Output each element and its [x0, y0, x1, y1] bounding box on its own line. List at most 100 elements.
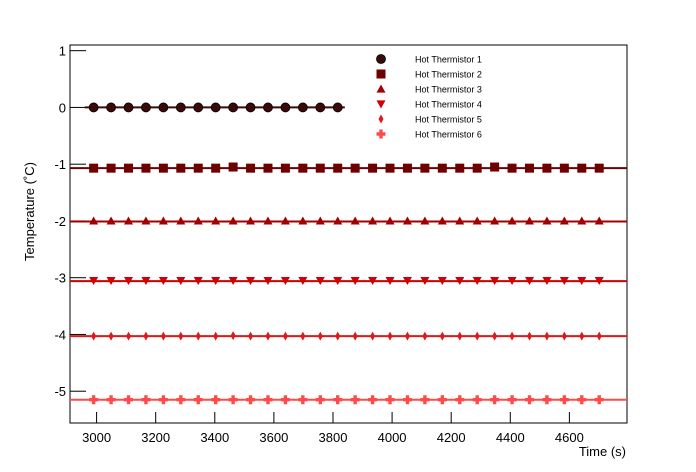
data-point [282, 331, 288, 341]
data-point [280, 276, 290, 286]
data-point [439, 331, 445, 341]
data-point [124, 395, 134, 405]
data-point [577, 276, 587, 286]
data-point [246, 395, 256, 405]
data-point [176, 395, 186, 405]
data-point [402, 216, 412, 225]
data-point [490, 276, 500, 286]
data-point [280, 163, 290, 173]
data-point [158, 395, 168, 405]
data-point [124, 163, 134, 173]
data-point [594, 276, 604, 286]
data-point [213, 331, 219, 341]
data-point [176, 163, 186, 173]
data-point [490, 395, 500, 405]
legend-label: Hot Thermistor 6 [415, 130, 482, 140]
data-point [387, 331, 393, 341]
plot-frame [69, 44, 628, 424]
data-point [507, 163, 517, 173]
data-point [577, 216, 587, 225]
data-point [350, 163, 360, 173]
data-point [561, 331, 567, 341]
data-point [317, 331, 323, 341]
data-point [333, 163, 343, 173]
data-point [158, 276, 168, 286]
data-point [559, 216, 569, 225]
data-point [176, 276, 186, 286]
x-tick-label: 4200 [437, 430, 466, 445]
data-point [577, 163, 587, 173]
data-point [106, 163, 116, 173]
x-tick-label: 3200 [141, 430, 170, 445]
data-point [126, 331, 132, 341]
data-point [524, 163, 534, 173]
data-point [455, 276, 465, 286]
legend-marker [376, 100, 386, 109]
data-point [507, 276, 517, 286]
data-point [542, 216, 552, 225]
data-point [89, 163, 99, 173]
data-point [542, 163, 552, 173]
data-point [143, 331, 149, 341]
data-point [335, 331, 341, 341]
data-point [490, 216, 500, 225]
data-point [178, 331, 184, 341]
legend-marker [376, 54, 386, 64]
data-point [437, 216, 447, 225]
data-point [385, 276, 395, 286]
legend-marker [376, 69, 386, 79]
data-point [195, 331, 201, 341]
data-point [124, 216, 134, 225]
data-point [544, 331, 550, 341]
data-point [211, 163, 221, 173]
data-point [368, 395, 378, 405]
data-point [158, 102, 169, 113]
legend-marker [376, 129, 386, 139]
data-point [228, 216, 238, 225]
data-point [559, 395, 569, 405]
data-point [263, 395, 273, 405]
data-point [245, 102, 256, 113]
data-point [89, 395, 99, 405]
data-point [350, 216, 360, 225]
data-point [106, 276, 116, 286]
data-point [89, 276, 99, 286]
data-point [472, 276, 482, 286]
data-point [160, 331, 166, 341]
data-point [141, 276, 151, 286]
y-axis-label: Temperature (˚C) [22, 162, 37, 261]
data-point [193, 102, 204, 113]
legend-label: Hot Thermistor 5 [415, 115, 482, 125]
data-point [507, 395, 517, 405]
data-point [246, 216, 256, 225]
data-point [248, 331, 254, 341]
data-point [228, 162, 238, 172]
data-point [402, 163, 412, 173]
data-point [211, 216, 221, 225]
data-point [472, 216, 482, 225]
x-tick-label: 3400 [200, 430, 229, 445]
data-point [385, 163, 395, 173]
data-point [594, 216, 604, 225]
data-point [263, 102, 273, 113]
data-point [472, 163, 482, 173]
data-point [106, 216, 116, 225]
legend-label: Hot Thermistor 1 [415, 55, 482, 65]
data-point [368, 276, 378, 286]
data-point [524, 276, 534, 286]
legend-label: Hot Thermistor 2 [415, 70, 482, 80]
x-tick-label: 3800 [319, 430, 348, 445]
data-point [526, 331, 532, 341]
data-point [88, 102, 99, 113]
data-point [300, 331, 306, 341]
data-point [193, 395, 203, 405]
data-point [333, 276, 343, 286]
data-point [455, 395, 465, 405]
data-point [352, 331, 358, 341]
data-point [298, 216, 308, 225]
legend-marker [378, 114, 384, 124]
y-tick-label: -5 [54, 384, 66, 399]
data-point [368, 163, 378, 173]
data-point [123, 102, 134, 113]
data-point [559, 276, 569, 286]
